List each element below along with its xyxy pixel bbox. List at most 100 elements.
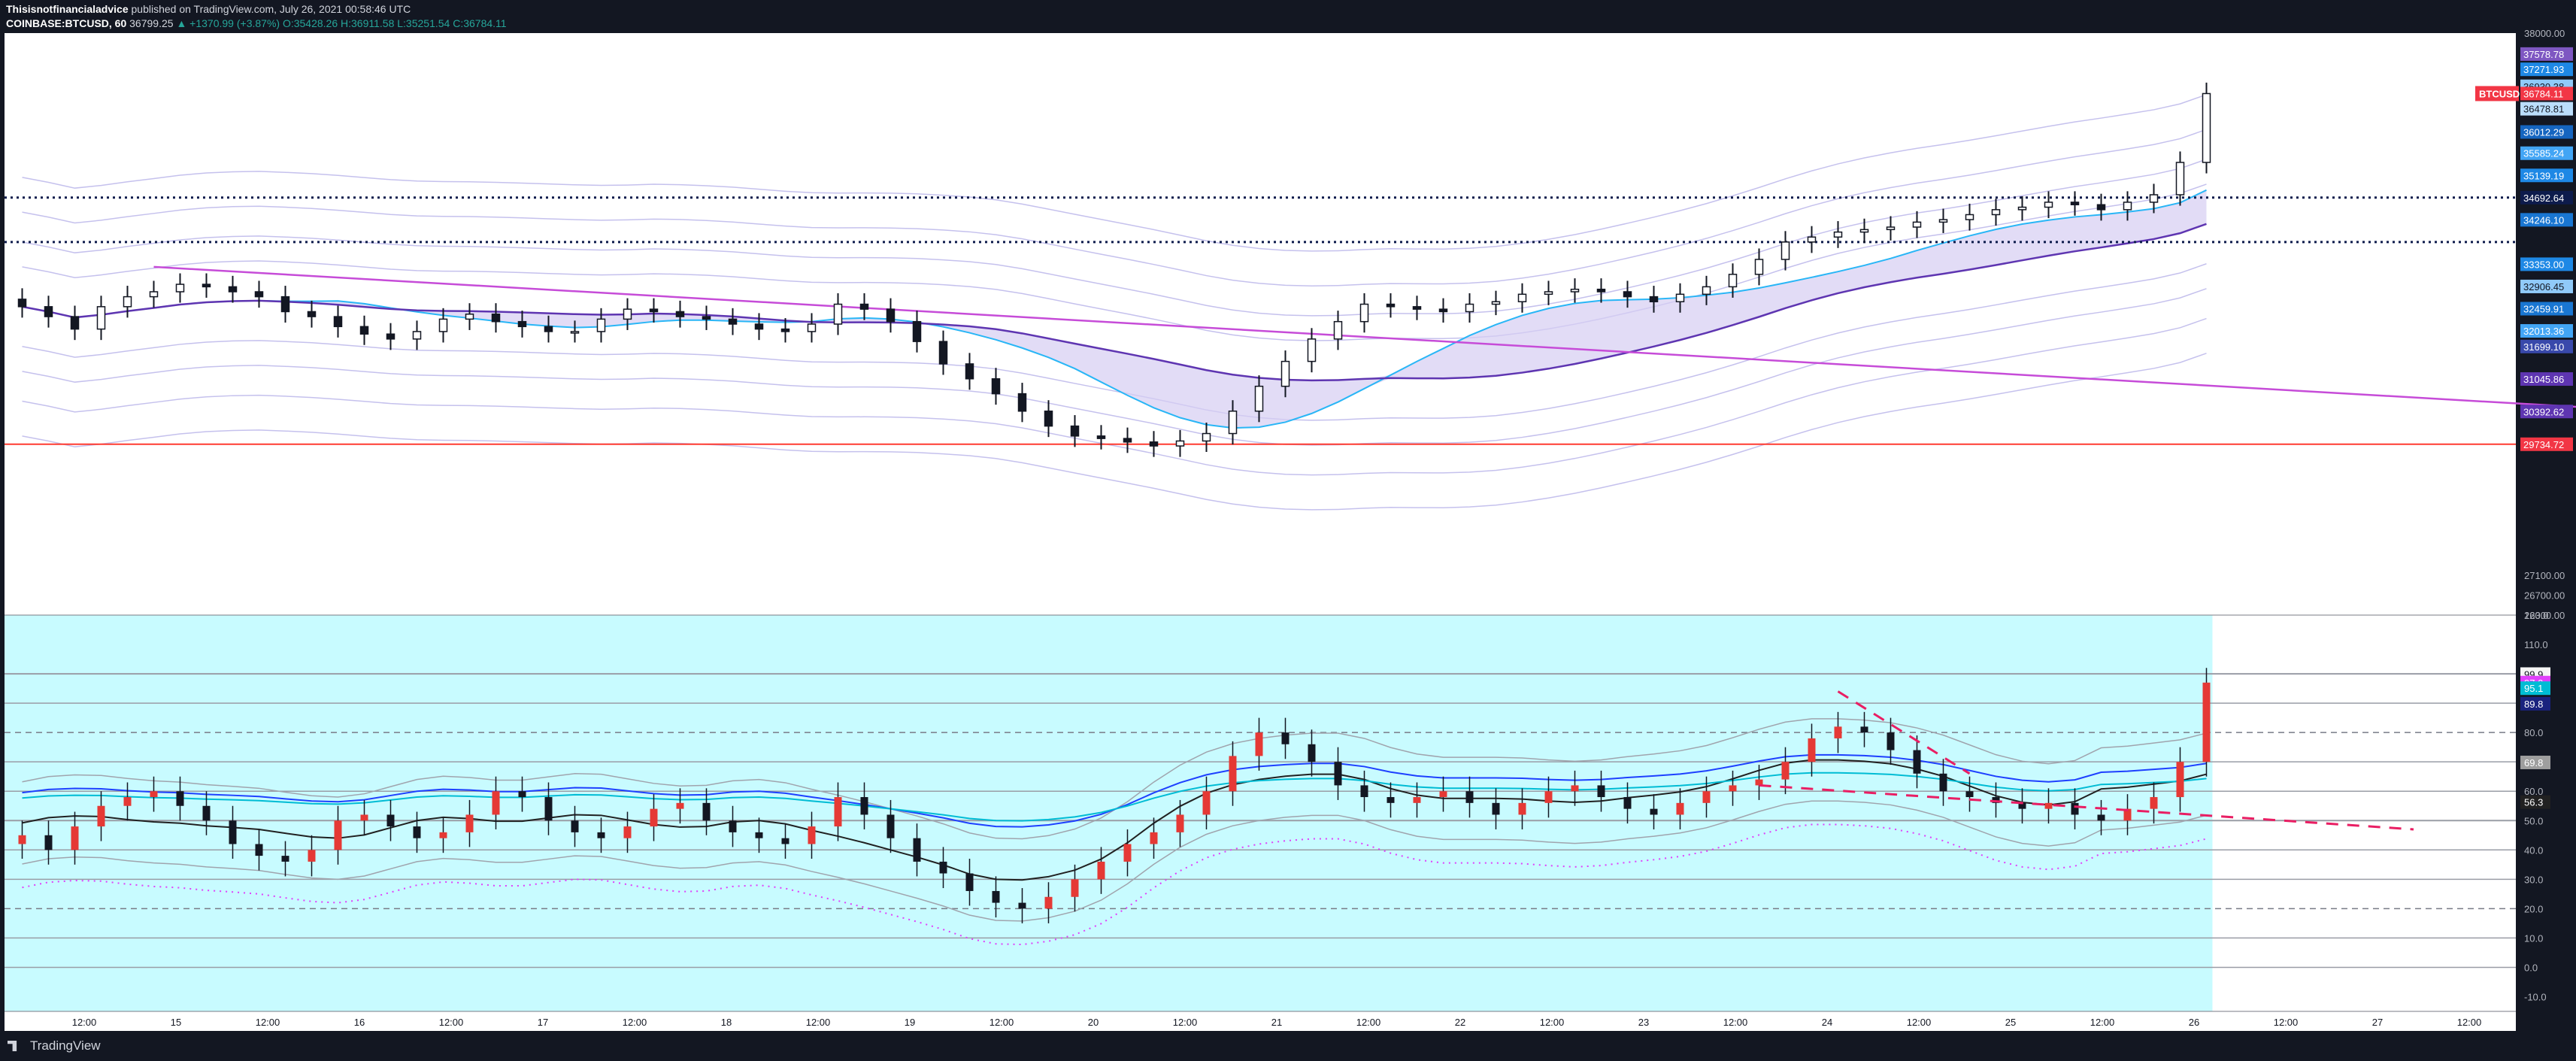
dashed-trendline xyxy=(1759,784,2414,831)
price-tag-label: 31045.86 xyxy=(2523,374,2564,385)
time-axis-label: 21 xyxy=(1271,1017,1282,1028)
price-candle xyxy=(1886,226,1896,231)
oscillator-dotted xyxy=(22,823,2207,946)
rsi-candle xyxy=(939,861,947,874)
price-candle xyxy=(623,308,632,320)
symbol-tag-label: BTCUSD xyxy=(2479,88,2520,99)
rsi-tick-label: 110.0 xyxy=(2524,639,2548,650)
author-name[interactable]: Thisisnotfinancialadvice xyxy=(6,3,129,15)
rsi-candle xyxy=(308,850,316,862)
price-candle xyxy=(517,320,527,328)
time-axis-label: 12:00 xyxy=(2274,1017,2299,1028)
rsi-candle xyxy=(1492,802,1500,815)
rsi-tick-label: 10.0 xyxy=(2524,932,2543,944)
rsi-candle xyxy=(623,826,632,838)
rsi-candle xyxy=(1465,791,1474,803)
price-candle xyxy=(1675,293,1685,302)
rsi-candle xyxy=(2044,802,2053,809)
rsi-candle xyxy=(2202,682,2211,762)
rsi-candle xyxy=(1834,726,1842,738)
price-candle xyxy=(1702,286,1711,296)
rsi-candle xyxy=(2150,797,2158,809)
rsi-candle xyxy=(729,820,737,832)
rsi-candle xyxy=(1887,732,1895,750)
rsi-candle xyxy=(834,797,842,827)
rsi-candle xyxy=(281,856,289,862)
rsi-candle xyxy=(1176,814,1184,832)
rsi-candle xyxy=(1334,762,1342,786)
rsi-candle xyxy=(1097,861,1105,880)
rsi-candle xyxy=(123,797,132,806)
rsi-candle xyxy=(1755,779,1763,786)
price-candle xyxy=(886,308,896,323)
rsi-candle xyxy=(1229,756,1237,792)
rsi-candle xyxy=(97,805,105,827)
rsi-candle xyxy=(544,797,553,821)
rsi-candle xyxy=(1992,797,2000,803)
rsi-value-label: 95.1 xyxy=(2524,683,2543,694)
price-candle xyxy=(1149,441,1159,447)
price-candle xyxy=(1570,288,1580,293)
price-candle xyxy=(938,341,948,365)
price-candle xyxy=(123,296,132,308)
time-axis-label: 16 xyxy=(354,1017,365,1028)
oscillator-signal xyxy=(22,771,2207,822)
rsi-candle xyxy=(1965,791,1974,798)
price-candle xyxy=(1438,308,1448,313)
price-tag-label: 33353.00 xyxy=(2523,259,2564,270)
footer: TradingView xyxy=(0,1031,2576,1061)
rsi-candle xyxy=(1597,785,1605,798)
time-axis-label: 27 xyxy=(2372,1017,2383,1028)
price-tick-label: 27100.00 xyxy=(2524,570,2565,581)
envelope-line xyxy=(22,353,2207,511)
rsi-candle xyxy=(781,838,789,844)
price-candle xyxy=(1623,291,1632,298)
rsi-value-tag xyxy=(2520,755,2550,769)
price-candle xyxy=(1938,219,1948,223)
price-candle xyxy=(1017,393,1027,412)
symbol-line[interactable]: COINBASE:BTCUSD, 60 xyxy=(6,17,127,29)
price-candle xyxy=(1596,288,1606,293)
price-tag-label: 30392.62 xyxy=(2523,406,2564,417)
rsi-candle xyxy=(44,835,53,850)
brand[interactable]: TradingView xyxy=(8,1038,101,1053)
rsi-candle xyxy=(755,832,763,838)
rsi-candle xyxy=(992,890,1000,903)
price-tag xyxy=(2520,279,2573,293)
price-candle xyxy=(333,316,343,328)
time-axis-label: 20 xyxy=(1088,1017,1099,1028)
price-candle xyxy=(1228,411,1238,435)
rsi-candle xyxy=(1044,896,1053,909)
rsi-candle xyxy=(1571,785,1579,792)
price-tick-label: 26700.00 xyxy=(2524,590,2565,602)
price-tag-label: 32013.36 xyxy=(2523,326,2564,337)
rsi-candle xyxy=(1071,879,1079,897)
price-candle xyxy=(1412,306,1422,310)
price-tag-label: 37271.93 xyxy=(2523,64,2564,75)
time-axis-label: 26 xyxy=(2189,1017,2199,1028)
time-axis-label: 12:00 xyxy=(2090,1017,2115,1028)
price-candle xyxy=(386,333,395,340)
price-candle xyxy=(544,326,553,332)
rsi-candle xyxy=(1123,844,1132,862)
rsi-candle xyxy=(439,832,447,838)
time-axis-label: 12:00 xyxy=(1173,1017,1198,1028)
rsi-candle xyxy=(650,808,658,827)
price-tick-label: 38000.00 xyxy=(2524,28,2565,39)
rsi-candle xyxy=(1913,750,1921,774)
left-frame xyxy=(0,33,5,1031)
ma-cloud xyxy=(22,189,2207,429)
price-candle xyxy=(2044,202,2053,208)
price-candle xyxy=(2202,92,2211,163)
rsi-candle xyxy=(386,814,395,827)
price-candle xyxy=(202,283,211,288)
time-axis-label: 25 xyxy=(2005,1017,2016,1028)
price-candle xyxy=(1991,209,2001,216)
price-candle xyxy=(596,318,606,332)
oscillator-lower xyxy=(22,800,2207,922)
price-tag-label: 31699.10 xyxy=(2523,341,2564,353)
rsi-candle xyxy=(1255,732,1263,756)
price-candle xyxy=(96,306,106,330)
time-axis-label: 18 xyxy=(721,1017,732,1028)
